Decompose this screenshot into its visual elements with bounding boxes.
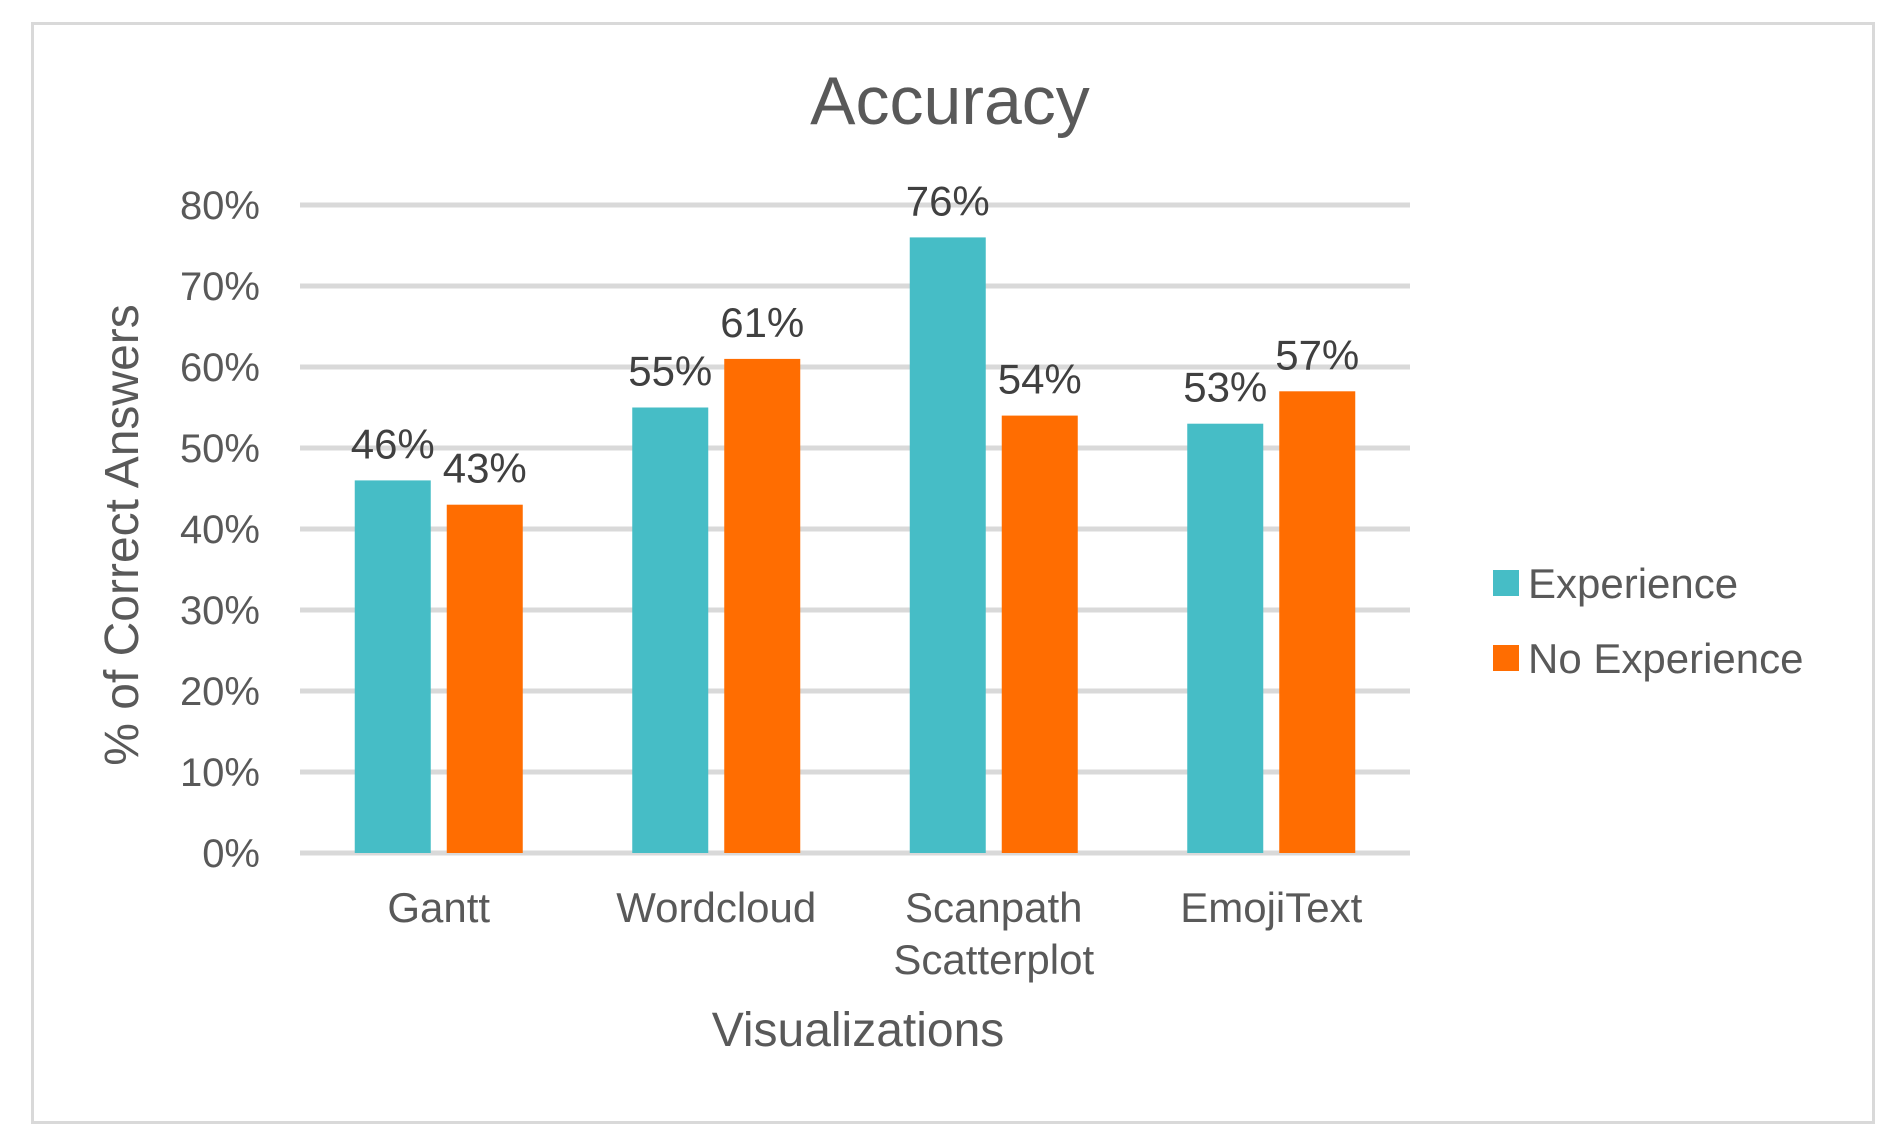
x-category-label: Scanpath bbox=[905, 884, 1082, 931]
legend-label: Experience bbox=[1528, 560, 1738, 607]
legend-swatch bbox=[1493, 645, 1519, 671]
legend-swatch bbox=[1493, 570, 1519, 596]
data-labels: 46% 55% 76% 53% 43% 61% 54% 57% bbox=[351, 177, 1360, 491]
bar-experience bbox=[632, 407, 709, 853]
data-label: 43% bbox=[443, 445, 527, 492]
chart-title: Accuracy bbox=[810, 63, 1090, 139]
bar-experience bbox=[909, 237, 986, 853]
bar-experience bbox=[1187, 423, 1264, 853]
y-tick-label: 10% bbox=[180, 751, 260, 795]
bar-no-experience bbox=[1001, 415, 1078, 853]
data-label: 76% bbox=[906, 177, 990, 224]
data-label: 54% bbox=[998, 356, 1082, 403]
bars bbox=[354, 237, 1356, 853]
y-axis-ticks: 0% 10% 20% 30% 40% 50% 60% 70% 80% bbox=[180, 184, 260, 876]
legend-label: No Experience bbox=[1528, 635, 1803, 682]
data-label: 46% bbox=[351, 420, 435, 467]
y-tick-label: 80% bbox=[180, 184, 260, 228]
y-tick-label: 60% bbox=[180, 346, 260, 390]
data-label: 55% bbox=[628, 348, 712, 395]
y-tick-label: 70% bbox=[180, 265, 260, 309]
data-label: 53% bbox=[1183, 364, 1267, 411]
x-category-label: Scatterplot bbox=[893, 936, 1094, 983]
y-tick-label: 20% bbox=[180, 670, 260, 714]
bar-no-experience bbox=[724, 358, 801, 853]
y-axis-title: % of Correct Answers bbox=[96, 304, 149, 765]
bar-no-experience bbox=[446, 504, 523, 853]
legend: Experience No Experience bbox=[1493, 560, 1803, 682]
x-axis-title: Visualizations bbox=[712, 1004, 1005, 1057]
x-axis-categories: Gantt Wordcloud Scanpath Scatterplot EmojiTe… bbox=[387, 884, 1362, 983]
data-label: 57% bbox=[1275, 331, 1359, 378]
y-tick-label: 30% bbox=[180, 589, 260, 633]
data-label: 61% bbox=[720, 299, 804, 346]
y-tick-label: 40% bbox=[180, 508, 260, 552]
y-tick-label: 50% bbox=[180, 427, 260, 471]
y-tick-label: 0% bbox=[202, 832, 260, 876]
bar-no-experience bbox=[1279, 391, 1356, 853]
x-category-label: Wordcloud bbox=[616, 884, 816, 931]
bar-experience bbox=[354, 480, 431, 853]
x-category-label: Gantt bbox=[387, 884, 490, 931]
x-category-label: EmojiText bbox=[1180, 884, 1362, 931]
